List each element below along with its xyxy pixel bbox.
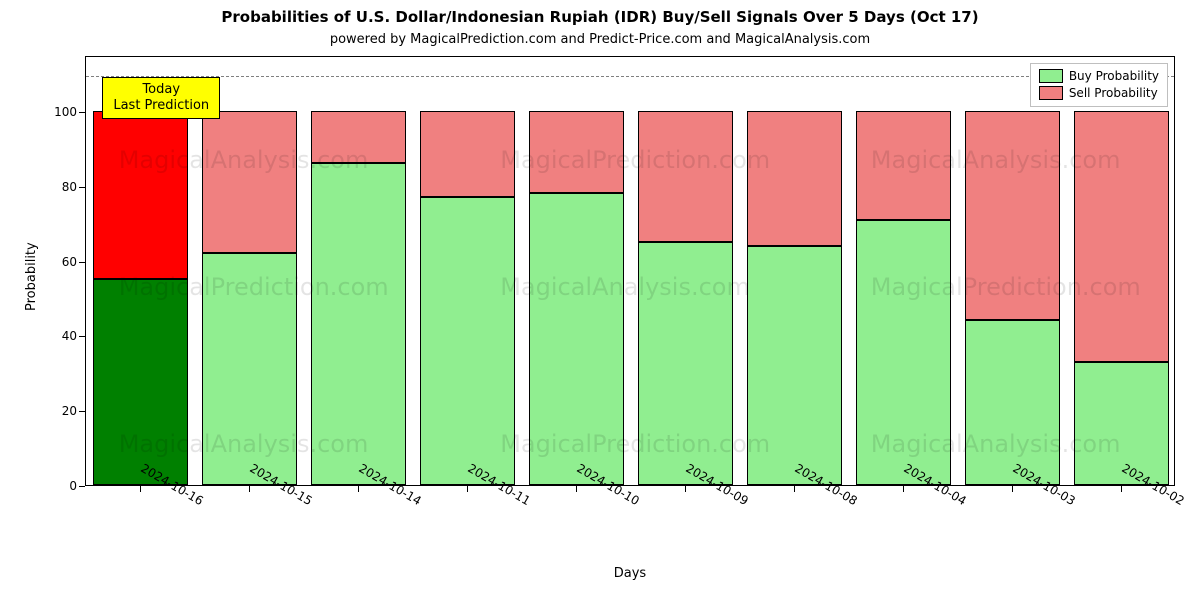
x-tick-mark	[467, 486, 468, 492]
bar-segment-buy	[93, 279, 189, 485]
bar-segment-sell	[420, 111, 516, 197]
y-tick-label: 60	[45, 255, 77, 269]
bar-segment-sell	[311, 111, 407, 163]
legend-swatch	[1039, 69, 1063, 83]
bar-group	[311, 55, 407, 485]
bar-group	[747, 55, 843, 485]
x-tick-mark	[1012, 486, 1013, 492]
y-tick-label: 0	[45, 479, 77, 493]
bar-segment-buy	[311, 163, 407, 485]
x-tick-mark	[358, 486, 359, 492]
chart-title: Probabilities of U.S. Dollar/Indonesian …	[0, 8, 1200, 26]
x-tick-mark	[249, 486, 250, 492]
annotation-line2: Last Prediction	[113, 98, 209, 114]
legend-item: Sell Probability	[1039, 85, 1159, 102]
legend-label: Buy Probability	[1069, 68, 1159, 85]
x-axis-label: Days	[85, 566, 1175, 581]
bar-group	[529, 55, 625, 485]
y-tick-mark	[79, 336, 85, 337]
bar-segment-sell	[965, 111, 1061, 320]
bar-segment-sell	[202, 111, 298, 253]
y-tick-mark	[79, 411, 85, 412]
bar-segment-sell	[747, 111, 843, 246]
bar-group	[856, 55, 952, 485]
bar-group	[202, 55, 298, 485]
y-axis-label: Probability	[24, 242, 39, 311]
bar-segment-sell	[1074, 111, 1170, 362]
x-tick-mark	[903, 486, 904, 492]
bar-segment-buy	[202, 253, 298, 485]
bar-segment-buy	[1074, 362, 1170, 485]
x-tick-mark	[794, 486, 795, 492]
x-tick-mark	[576, 486, 577, 492]
bar-group	[638, 55, 734, 485]
x-tick-mark	[685, 486, 686, 492]
y-tick-mark	[79, 112, 85, 113]
chart-subtitle: powered by MagicalPrediction.com and Pre…	[0, 32, 1200, 47]
bar-segment-buy	[856, 220, 952, 485]
bar-segment-sell	[93, 111, 189, 279]
y-tick-label: 20	[45, 404, 77, 418]
y-tick-label: 80	[45, 180, 77, 194]
y-tick-mark	[79, 486, 85, 487]
bars-layer	[86, 57, 1174, 485]
legend-swatch	[1039, 86, 1063, 100]
legend: Buy ProbabilitySell Probability	[1030, 63, 1168, 107]
annotation-line1: Today	[113, 82, 209, 98]
bar-segment-sell	[529, 111, 625, 193]
reference-line	[86, 76, 1174, 77]
bar-group	[1074, 55, 1170, 485]
bar-segment-buy	[638, 242, 734, 485]
legend-item: Buy Probability	[1039, 68, 1159, 85]
legend-label: Sell Probability	[1069, 85, 1158, 102]
bar-segment-buy	[420, 197, 516, 485]
x-tick-mark	[140, 486, 141, 492]
bar-segment-buy	[965, 320, 1061, 485]
plot-area: MagicalAnalysis.comMagicalPrediction.com…	[85, 56, 1175, 486]
chart-container: Probabilities of U.S. Dollar/Indonesian …	[0, 0, 1200, 600]
bar-segment-buy	[529, 193, 625, 485]
y-tick-mark	[79, 187, 85, 188]
y-tick-mark	[79, 262, 85, 263]
today-annotation: Today Last Prediction	[102, 77, 220, 118]
y-tick-label: 40	[45, 329, 77, 343]
bar-segment-buy	[747, 246, 843, 485]
bar-segment-sell	[638, 111, 734, 242]
x-tick-mark	[1121, 486, 1122, 492]
bar-group	[93, 55, 189, 485]
y-tick-label: 100	[45, 105, 77, 119]
bar-segment-sell	[856, 111, 952, 219]
bar-group	[965, 55, 1061, 485]
bar-group	[420, 55, 516, 485]
